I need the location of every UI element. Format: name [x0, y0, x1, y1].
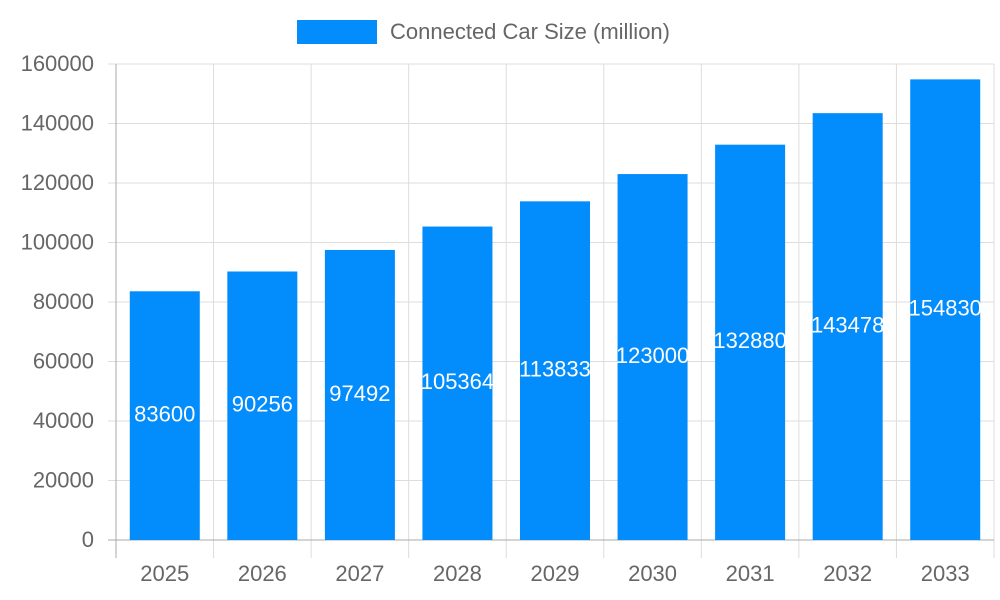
y-tick-label: 140000 — [21, 110, 94, 135]
x-tick-label: 2027 — [335, 561, 384, 586]
bar — [812, 113, 883, 540]
x-tick-label: 2029 — [531, 561, 580, 586]
data-label: 97492 — [329, 381, 390, 406]
data-label: 105364 — [421, 369, 494, 394]
y-tick-label: 60000 — [33, 348, 94, 373]
x-tick-label: 2030 — [628, 561, 677, 586]
x-tick-label: 2031 — [726, 561, 775, 586]
data-label: 83600 — [134, 401, 195, 426]
data-label: 132880 — [713, 328, 786, 353]
data-label: 154830 — [909, 296, 982, 321]
y-tick-label: 40000 — [33, 408, 94, 433]
bar — [324, 249, 395, 540]
y-tick-label: 100000 — [21, 229, 94, 254]
bar — [910, 79, 981, 541]
x-tick-label: 2028 — [433, 561, 482, 586]
x-tick-label: 2025 — [140, 561, 189, 586]
data-label: 113833 — [519, 356, 591, 381]
y-tick-label: 160000 — [21, 51, 94, 76]
y-tick-label: 120000 — [21, 170, 94, 195]
data-label: 123000 — [616, 343, 689, 368]
data-label: 90256 — [232, 392, 293, 417]
legend: Connected Car Size (million) — [297, 19, 670, 44]
legend-label: Connected Car Size (million) — [390, 19, 670, 44]
y-tick-label: 0 — [82, 527, 94, 552]
data-label: 143478 — [811, 312, 884, 337]
bar — [617, 174, 688, 540]
bar — [227, 271, 298, 540]
x-tick-label: 2026 — [238, 561, 287, 586]
bar — [520, 201, 590, 540]
x-tick-label: 2032 — [823, 561, 872, 586]
bar — [422, 226, 493, 540]
legend-swatch — [297, 20, 377, 44]
y-tick-label: 20000 — [33, 467, 94, 492]
x-tick-label: 2033 — [921, 561, 970, 586]
y-tick-label: 80000 — [33, 289, 94, 314]
bar — [715, 144, 786, 540]
bar — [129, 291, 200, 540]
